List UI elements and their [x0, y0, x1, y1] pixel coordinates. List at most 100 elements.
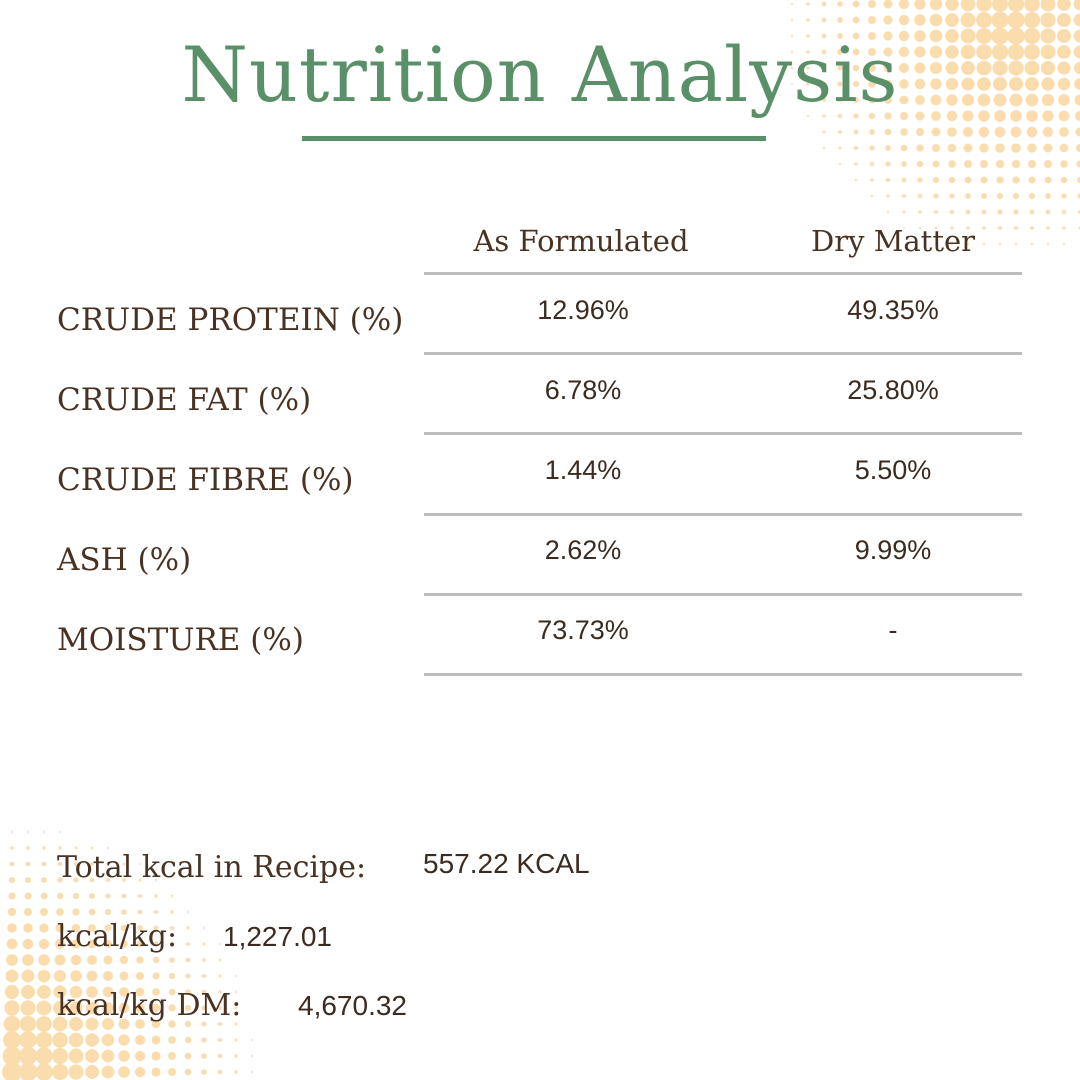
halftone-dot [23, 907, 33, 917]
halftone-dot [152, 956, 160, 964]
halftone-dot [18, 1062, 38, 1080]
halftone-dot [6, 954, 18, 966]
halftone-dot [217, 1053, 223, 1059]
halftone-dot [885, 145, 891, 151]
halftone-dot [235, 975, 237, 977]
halftone-dot [806, 2, 810, 6]
halftone-dot [917, 193, 923, 199]
cell-as-formulated: 73.73% [537, 615, 629, 645]
halftone-dot [217, 1069, 223, 1075]
halftone-dot [103, 955, 113, 965]
row-label-crude-fat: CRUDE FAT (%) [57, 382, 312, 418]
halftone-dot [979, 143, 989, 153]
table-rule [424, 272, 1022, 275]
halftone-dot [152, 972, 160, 980]
halftone-dot [821, 17, 827, 23]
halftone-dot [168, 1036, 176, 1044]
halftone-dot [1023, 11, 1041, 29]
halftone-dot [26, 830, 30, 834]
halftone-dot [21, 969, 35, 983]
halftone-dot [883, 15, 893, 25]
halftone-dot [963, 143, 973, 153]
column-header-as-formulated: As Formulated [473, 224, 689, 258]
halftone-dot [1045, 193, 1051, 199]
halftone-dot [134, 1050, 146, 1062]
halftone-dot [914, 14, 926, 26]
halftone-dot [883, 0, 893, 9]
halftone-dot [929, 13, 943, 27]
halftone-dot [90, 846, 94, 850]
halftone-dot [853, 129, 859, 135]
halftone-dot [42, 846, 46, 850]
halftone-dot [868, 0, 876, 8]
halftone-dot [42, 830, 46, 834]
halftone-dot [933, 177, 939, 183]
halftone-dot [901, 177, 907, 183]
halftone-dot [119, 971, 129, 981]
halftone-dot [52, 1032, 68, 1048]
halftone-dot [1027, 159, 1037, 169]
halftone-dot [1062, 242, 1066, 246]
halftone-dot [1045, 209, 1051, 215]
halftone-dot [217, 1037, 223, 1043]
halftone-dot [853, 145, 859, 151]
halftone-dot [870, 178, 874, 182]
halftone-dot [185, 973, 191, 979]
halftone-dot [35, 1031, 53, 1049]
halftone-dot [70, 970, 82, 982]
halftone-dot [56, 908, 64, 916]
halftone-dot [7, 923, 17, 933]
row-label-moisture: MOISTURE (%) [57, 622, 304, 658]
halftone-dot [105, 893, 111, 899]
halftone-dot [964, 160, 972, 168]
halftone-dot [947, 127, 957, 137]
halftone-dot [1027, 143, 1037, 153]
halftone-dot [1073, 0, 1080, 11]
halftone-dot [22, 954, 34, 966]
halftone-dot [201, 973, 207, 979]
table-rule [424, 513, 1022, 516]
halftone-dot [869, 145, 875, 151]
halftone-dot [838, 130, 842, 134]
halftone-dot [234, 1070, 238, 1074]
halftone-dot [902, 194, 906, 198]
halftone-dot [74, 846, 78, 850]
halftone-dot [119, 955, 129, 965]
halftone-dot [9, 861, 15, 867]
halftone-dot [202, 926, 206, 930]
halftone-dot [202, 942, 206, 946]
halftone-dot [202, 958, 206, 962]
halftone-dot [101, 1033, 115, 1047]
halftone-dot [945, 0, 959, 11]
halftone-dot [934, 210, 938, 214]
halftone-dot [948, 160, 956, 168]
kcal-per-kg-dm-label: kcal/kg DM: [57, 988, 242, 1023]
cell-dry-matter: 9.99% [854, 535, 932, 565]
halftone-dot [72, 892, 80, 900]
total-kcal-label: Total kcal in Recipe: [57, 850, 367, 885]
halftone-dot [1040, 12, 1056, 28]
kcal-per-kg-dm-value: 4,670.32 [298, 990, 407, 1021]
halftone-dot [1075, 143, 1080, 153]
table-rule [424, 352, 1022, 355]
halftone-dot [38, 938, 50, 950]
halftone-dot [41, 877, 47, 883]
row-label-ash: ASH (%) [57, 542, 192, 578]
halftone-dot [168, 1052, 176, 1060]
kcal-per-kg-value: 1,227.01 [223, 921, 332, 952]
halftone-dot [965, 209, 971, 215]
halftone-dot [898, 14, 910, 26]
halftone-dot [960, 12, 976, 28]
halftone-dot [870, 194, 874, 198]
halftone-dot [867, 15, 877, 25]
halftone-dot [10, 830, 14, 834]
halftone-dot [53, 969, 67, 983]
halftone-dot [1057, 0, 1071, 11]
halftone-dot [981, 209, 987, 215]
halftone-dot [151, 1035, 161, 1045]
kcal-per-kg-label: kcal/kg: [57, 919, 178, 954]
halftone-dot [838, 146, 842, 150]
halftone-dot [19, 1031, 37, 1049]
halftone-dot [134, 1066, 146, 1078]
halftone-dot [933, 193, 939, 199]
